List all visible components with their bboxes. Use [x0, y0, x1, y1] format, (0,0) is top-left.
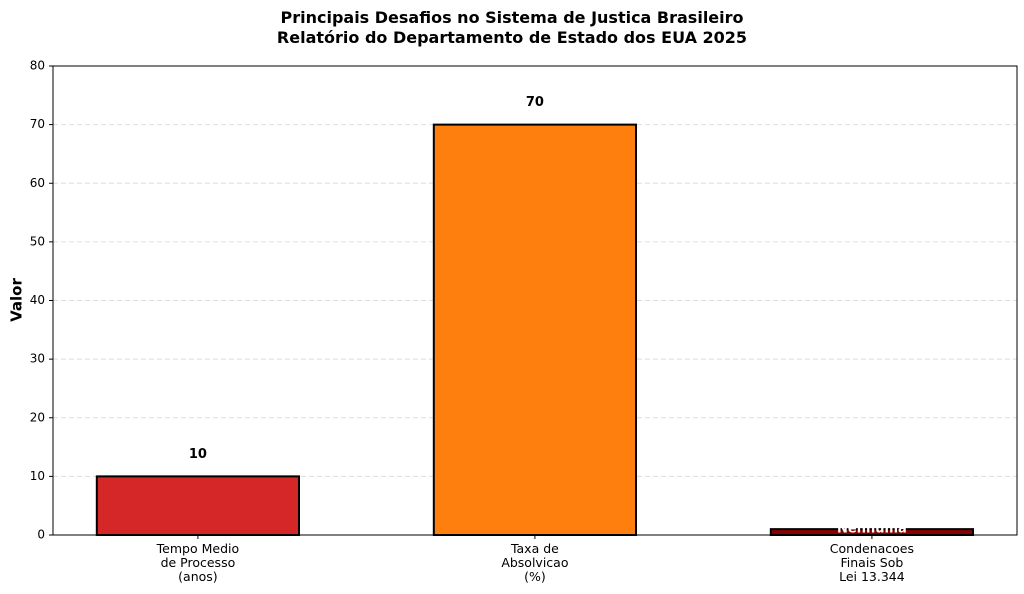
y-tick-label: 30 [30, 352, 45, 366]
y-tick-label: 0 [37, 528, 45, 542]
x-tick-label: Taxa de Absolvicao (%) [501, 541, 569, 584]
plot-frame [52, 65, 1018, 536]
bar [95, 475, 301, 536]
x-tick-label: Condenacoes Finais Sob Lei 13.344 [829, 541, 915, 584]
y-tick-label: 10 [30, 469, 45, 483]
value-label: 70 [526, 95, 544, 110]
x-tick-label: Tempo Medio de Processo (anos) [156, 541, 240, 584]
y-tick-label: 50 [30, 234, 45, 248]
y-tick-label: 20 [30, 410, 45, 424]
bar [432, 123, 638, 536]
y-tick-label: 40 [30, 293, 45, 307]
chart-title: Principais Desafios no Sistema de Justic… [280, 8, 744, 27]
y-tick-label: 80 [30, 59, 45, 73]
y-tick-label: 60 [30, 176, 45, 190]
y-tick-label: 70 [30, 117, 45, 131]
value-label: Nenhuma [837, 522, 907, 537]
chart-subtitle: Relatório do Departamento de Estado dos … [276, 28, 748, 47]
value-label: 10 [189, 447, 207, 462]
y-axis-label: Valor [8, 278, 26, 322]
